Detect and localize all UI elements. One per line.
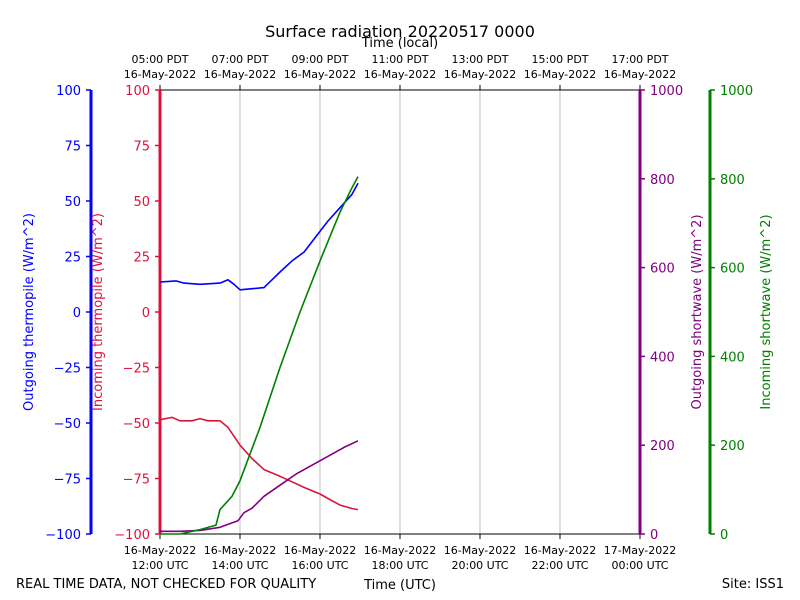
x-top-tick-label-date: 16-May-2022: [364, 68, 436, 81]
y-tick-label: 200: [720, 439, 745, 454]
x-tick-label-date: 16-May-2022: [364, 544, 436, 557]
series-line-outgoing_thermopile: [159, 182, 359, 291]
y-tick-label: −75: [123, 473, 150, 488]
y-tick-label: 400: [720, 350, 745, 365]
y-tick-label: 50: [64, 195, 81, 210]
x-top-tick-label-time: 07:00 PDT: [211, 53, 268, 66]
x-tick-label-time: 00:00 UTC: [611, 559, 668, 572]
y-axis-label: Outgoing shortwave (W/m^2): [690, 214, 705, 409]
x-top-tick-label-time: 13:00 PDT: [451, 53, 508, 66]
y-tick-label: 75: [133, 140, 150, 155]
y-axis-label: Incoming shortwave (W/m^2): [759, 214, 774, 409]
x-top-tick-label-time: 11:00 PDT: [371, 53, 428, 66]
y-tick-label: −25: [54, 362, 81, 377]
y-tick-label: 25: [64, 251, 81, 266]
y-tick-label: 1000: [650, 84, 683, 99]
y-tick-label: 100: [56, 84, 81, 99]
y-tick-label: 50: [133, 195, 150, 210]
x-tick-label-time: 20:00 UTC: [451, 559, 508, 572]
y-tick-label: −100: [114, 528, 150, 543]
y-tick-label: −100: [45, 528, 81, 543]
y-tick-label: 800: [720, 173, 745, 188]
y-tick-label: 0: [142, 306, 150, 321]
y-tick-label: 0: [650, 528, 658, 543]
y-tick-label: 75: [64, 140, 81, 155]
x-tick-label-date: 16-May-2022: [124, 544, 196, 557]
x-tick-label-date: 16-May-2022: [284, 544, 356, 557]
x-axis-label: Time (UTC): [363, 578, 436, 593]
x-top-tick-label-time: 05:00 PDT: [131, 53, 188, 66]
y-axis-label: Incoming thermopile (W/m^2): [91, 213, 106, 411]
x-top-tick-label-date: 16-May-2022: [524, 68, 596, 81]
chart-title: Surface radiation 20220517 0000: [265, 22, 535, 41]
x-top-tick-label-time: 17:00 PDT: [611, 53, 668, 66]
y-tick-label: −25: [123, 362, 150, 377]
top-axis-label: Time (local): [361, 36, 438, 51]
y-tick-label: 1000: [720, 84, 753, 99]
y-axis-label: Outgoing thermopile (W/m^2): [22, 213, 37, 411]
x-top-tick-label-time: 15:00 PDT: [531, 53, 588, 66]
series-line-incoming_shortwave: [160, 176, 359, 535]
y-tick-label: −50: [54, 417, 81, 432]
y-tick-label: 600: [720, 262, 745, 277]
y-tick-label: 0: [720, 528, 728, 543]
x-top-tick-label-date: 16-May-2022: [124, 68, 196, 81]
y-tick-label: 25: [133, 251, 150, 266]
plot-area: 16-May-2022 12:00 UTC 05:00 PDT 16-May-2022…: [22, 53, 774, 572]
y-tick-label: 800: [650, 173, 675, 188]
x-top-tick-label-date: 16-May-2022: [284, 68, 356, 81]
site-label: Site: ISS1: [722, 577, 784, 592]
x-tick-label-date: 16-May-2022: [524, 544, 596, 557]
x-tick-label-time: 14:00 UTC: [211, 559, 268, 572]
x-top-tick-label-date: 16-May-2022: [444, 68, 516, 81]
x-tick-label-date: 16-May-2022: [444, 544, 516, 557]
x-tick-label-time: 12:00 UTC: [131, 559, 188, 572]
y-tick-label: −50: [123, 417, 150, 432]
series-line-outgoing_shortwave: [160, 440, 359, 533]
x-tick-label-date: 17-May-2022: [604, 544, 676, 557]
x-tick-label-date: 16-May-2022: [204, 544, 276, 557]
footer-disclaimer: REAL TIME DATA, NOT CHECKED FOR QUALITY: [16, 577, 316, 592]
x-tick-label-time: 18:00 UTC: [371, 559, 428, 572]
y-tick-label: 200: [650, 439, 675, 454]
x-top-tick-label-time: 09:00 PDT: [291, 53, 348, 66]
x-top-tick-label-date: 16-May-2022: [604, 68, 676, 81]
x-top-tick-label-date: 16-May-2022: [204, 68, 276, 81]
y-tick-label: 600: [650, 262, 675, 277]
x-tick-label-time: 16:00 UTC: [291, 559, 348, 572]
y-tick-label: 100: [125, 84, 150, 99]
y-tick-label: 400: [650, 350, 675, 365]
y-tick-label: 0: [73, 306, 81, 321]
x-tick-label-time: 22:00 UTC: [531, 559, 588, 572]
series-line-incoming_thermopile: [159, 416, 359, 511]
y-tick-label: −75: [54, 473, 81, 488]
